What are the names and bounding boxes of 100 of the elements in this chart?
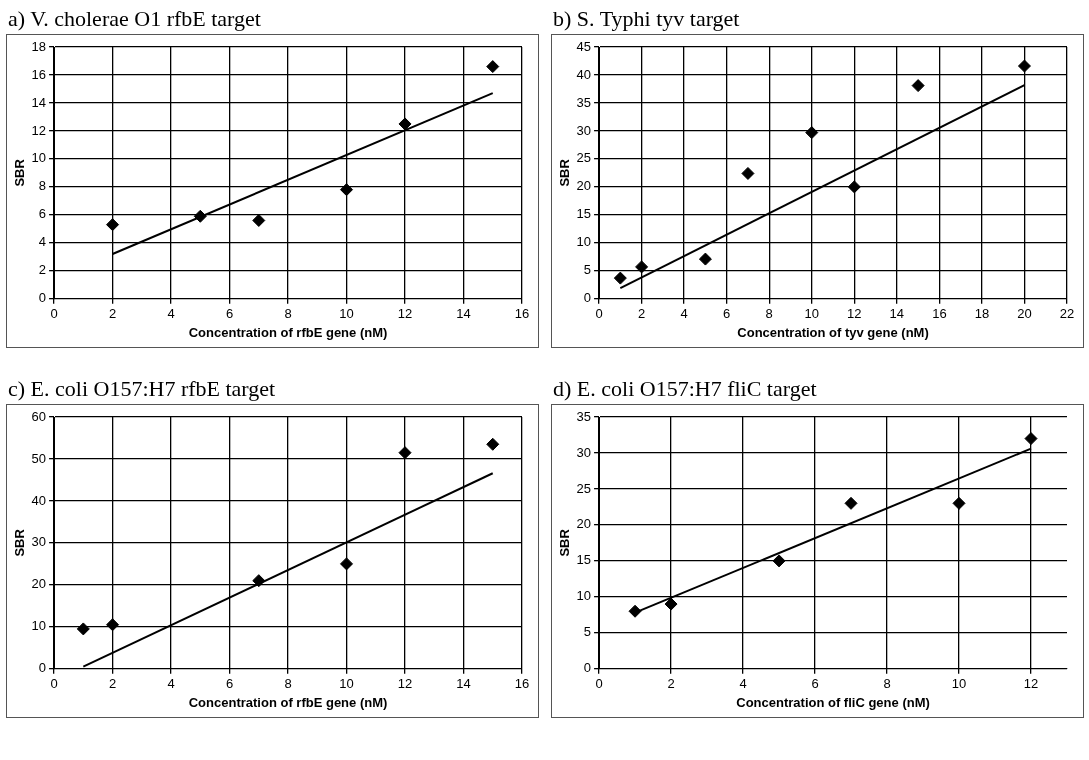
x-axis-title: Concentration of rfbE gene (nM) xyxy=(188,324,388,340)
point xyxy=(76,622,90,636)
y-tick-label: 0 xyxy=(583,290,592,306)
y-tick-label: 0 xyxy=(38,290,47,306)
point xyxy=(741,166,755,180)
point xyxy=(252,213,266,227)
point xyxy=(106,618,120,632)
x-tick-label: 20 xyxy=(1017,306,1032,322)
x-tick-label: 8 xyxy=(765,306,773,322)
point xyxy=(106,218,120,232)
x-tick-label: 12 xyxy=(1023,676,1039,692)
y-axis-title: SBR xyxy=(12,528,28,557)
x-tick-label: 2 xyxy=(108,676,117,692)
x-tick-label: 12 xyxy=(397,676,413,692)
y-axis-title: SBR xyxy=(12,158,28,187)
x-tick-label: 12 xyxy=(397,306,413,322)
y-tick-label: 10 xyxy=(576,234,592,250)
x-tick-label: 4 xyxy=(167,306,175,322)
y-tick-label: 0 xyxy=(583,660,592,676)
y-tick-label: 45 xyxy=(576,38,592,54)
y-tick-label: 15 xyxy=(576,552,592,568)
y-tick-label: 8 xyxy=(38,178,47,194)
x-tick-label: 6 xyxy=(225,676,234,692)
y-axis-title: SBR xyxy=(557,528,573,557)
point xyxy=(486,60,500,74)
x-tick-label: 0 xyxy=(50,306,58,322)
x-tick-label: 0 xyxy=(595,306,603,322)
y-tick-label: 6 xyxy=(38,206,47,222)
y-tick-label: 60 xyxy=(31,408,47,424)
y-tick-label: 12 xyxy=(31,122,47,138)
point xyxy=(952,496,966,510)
y-tick-label: 20 xyxy=(31,576,47,592)
y-tick-label: 35 xyxy=(576,94,592,110)
x-tick-label: 2 xyxy=(637,306,646,322)
x-tick-label: 2 xyxy=(667,676,675,692)
point xyxy=(486,437,500,451)
x-tick-label: 10 xyxy=(339,306,354,322)
y-tick-label: 4 xyxy=(38,234,47,250)
y-tick-label: 5 xyxy=(583,624,592,640)
point xyxy=(1017,59,1031,73)
x-tick-label: 10 xyxy=(951,676,967,692)
y-tick-label: 14 xyxy=(31,94,47,110)
point xyxy=(628,604,642,618)
y-tick-label: 10 xyxy=(31,150,47,166)
y-tick-label: 20 xyxy=(576,178,592,194)
x-axis-title: Concentration of fliC gene (nM) xyxy=(736,694,930,710)
x-tick-label: 12 xyxy=(847,306,862,322)
point xyxy=(398,446,412,460)
point xyxy=(340,183,354,197)
x-tick-label: 16 xyxy=(932,306,947,322)
y-tick-label: 18 xyxy=(31,38,47,54)
x-tick-label: 6 xyxy=(811,676,819,692)
y-tick-label: 5 xyxy=(583,262,592,278)
x-tick-label: 22 xyxy=(1059,306,1075,322)
point xyxy=(613,271,627,285)
x-tick-label: 16 xyxy=(514,676,530,692)
point xyxy=(340,557,354,571)
x-tick-label: 4 xyxy=(739,676,747,692)
y-tick-label: 40 xyxy=(31,492,47,508)
y-tick-label: 40 xyxy=(576,66,592,82)
y-axis-title: SBR xyxy=(557,158,573,187)
y-tick-label: 35 xyxy=(576,408,592,424)
x-axis-title: Concentration of tyv gene (nM) xyxy=(737,324,929,340)
chart-title: c) E. coli O157:H7 rfbE target xyxy=(7,375,277,403)
y-tick-label: 16 xyxy=(31,66,47,82)
y-tick-label: 30 xyxy=(576,122,592,138)
x-tick-label: 14 xyxy=(456,306,471,322)
y-tick-label: 25 xyxy=(576,150,592,166)
y-tick-label: 10 xyxy=(31,618,47,634)
y-tick-label: 2 xyxy=(38,262,47,278)
y-tick-label: 20 xyxy=(576,516,592,532)
point xyxy=(847,180,861,194)
chart-title: b) S. Typhi tyv target xyxy=(552,5,741,33)
x-tick-label: 8 xyxy=(284,676,292,692)
point xyxy=(398,117,412,131)
y-tick-label: 0 xyxy=(38,660,47,676)
x-axis-title: Concentration of rfbE gene (nM) xyxy=(188,694,388,710)
y-tick-label: 10 xyxy=(576,588,592,604)
point xyxy=(635,260,649,274)
y-tick-label: 50 xyxy=(31,450,47,466)
x-tick-label: 4 xyxy=(680,306,688,322)
y-tick-label: 30 xyxy=(31,534,47,550)
x-tick-label: 2 xyxy=(108,306,117,322)
x-tick-label: 0 xyxy=(50,676,58,692)
point xyxy=(911,79,925,93)
y-tick-label: 25 xyxy=(576,480,592,496)
x-tick-label: 14 xyxy=(456,676,471,692)
chart-title: d) E. coli O157:H7 fliC target xyxy=(552,375,818,403)
point xyxy=(664,597,678,611)
point xyxy=(844,496,858,510)
x-tick-label: 16 xyxy=(514,306,530,322)
y-tick-label: 30 xyxy=(576,444,592,460)
x-tick-label: 4 xyxy=(167,676,175,692)
x-tick-label: 0 xyxy=(595,676,603,692)
x-tick-label: 14 xyxy=(889,306,905,322)
x-tick-label: 10 xyxy=(339,676,354,692)
point xyxy=(1024,432,1038,446)
point xyxy=(698,252,712,266)
x-tick-label: 18 xyxy=(974,306,990,322)
x-tick-label: 8 xyxy=(284,306,292,322)
